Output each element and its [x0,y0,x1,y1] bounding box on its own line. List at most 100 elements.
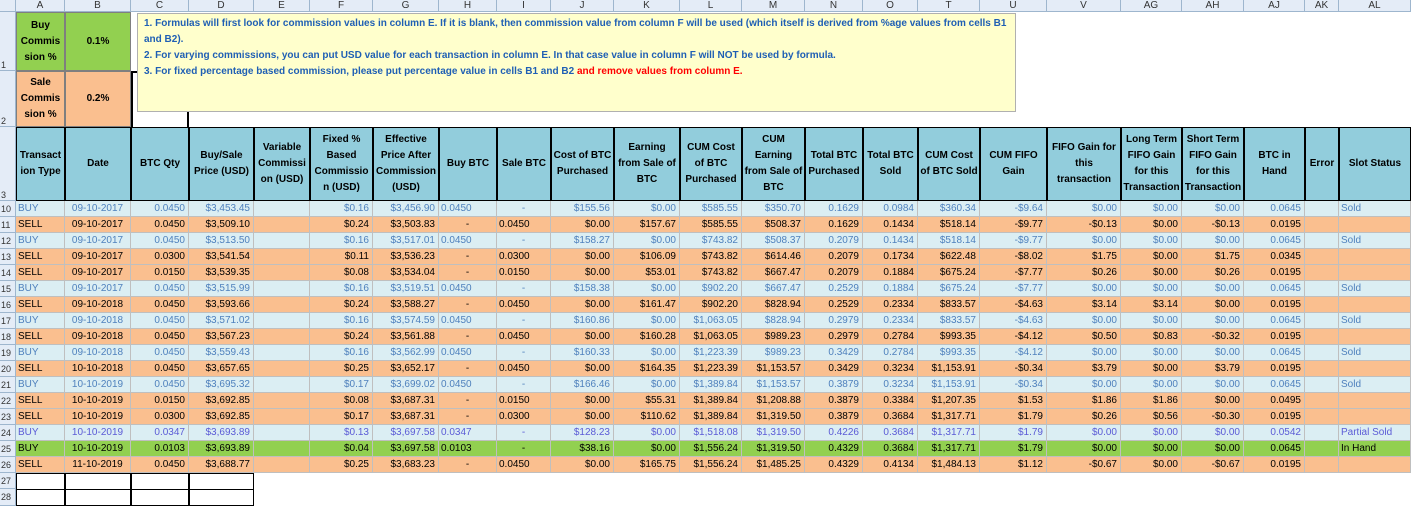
table-cell[interactable]: 0.0195 [1244,409,1305,425]
row-header-28[interactable]: 28 [0,489,16,506]
table-cell[interactable]: 0.0645 [1244,441,1305,457]
table-cell[interactable]: Sold [1339,345,1411,361]
table-cell[interactable]: $3,509.10 [189,217,254,233]
table-cell[interactable]: $0.24 [310,217,373,233]
row-header-20[interactable]: 20 [0,361,16,377]
column-header-AH[interactable]: AH [1182,0,1244,12]
table-cell[interactable]: 0.0450 [131,281,189,297]
table-cell[interactable] [1305,457,1339,473]
table-header-10[interactable]: Earning from Sale of BTC [614,127,680,201]
table-cell[interactable]: -$0.34 [980,377,1047,393]
empty-cell[interactable] [189,473,254,490]
table-cell[interactable]: $3,515.99 [189,281,254,297]
table-cell[interactable] [254,233,310,249]
table-cell[interactable]: 0.0450 [497,217,551,233]
table-header-6[interactable]: Effective Price After Commission (USD) [373,127,439,201]
table-cell[interactable]: 0.3879 [805,393,863,409]
table-cell[interactable]: $1,556.24 [680,441,742,457]
table-cell[interactable]: $622.48 [918,249,980,265]
table-cell[interactable]: 0.0347 [131,425,189,441]
row-header-25[interactable]: 25 [0,441,16,457]
table-cell[interactable]: - [497,233,551,249]
table-cell[interactable]: 0.2529 [805,281,863,297]
table-cell[interactable]: $3,571.02 [189,313,254,329]
table-cell[interactable] [1339,265,1411,281]
table-header-3[interactable]: Buy/Sale Price (USD) [189,127,254,201]
table-cell[interactable]: $3,693.89 [189,441,254,457]
table-cell[interactable]: 09-10-2017 [65,281,131,297]
table-cell[interactable]: $1,153.91 [918,377,980,393]
table-cell[interactable]: $3,541.54 [189,249,254,265]
table-cell[interactable]: $667.47 [742,265,805,281]
table-cell[interactable]: 0.3234 [863,377,918,393]
table-cell[interactable]: 0.3879 [805,377,863,393]
table-cell[interactable]: $1.75 [1047,249,1121,265]
sale-commission-value[interactable]: 0.2% [65,71,131,127]
table-cell[interactable]: 10-10-2019 [65,425,131,441]
table-cell[interactable]: 0.0984 [863,201,918,217]
table-cell[interactable]: 0.0103 [131,441,189,457]
table-cell[interactable]: $0.00 [1121,441,1182,457]
table-cell[interactable]: 0.0450 [131,457,189,473]
column-header-AL[interactable]: AL [1339,0,1411,12]
table-cell[interactable]: $0.08 [310,265,373,281]
table-cell[interactable]: $3,695.32 [189,377,254,393]
table-cell[interactable]: $3,693.89 [189,425,254,441]
table-cell[interactable]: $0.00 [614,377,680,393]
table-cell[interactable]: $0.08 [310,393,373,409]
table-cell[interactable]: 0.0450 [439,377,497,393]
table-cell[interactable]: -$9.77 [980,233,1047,249]
column-header-T[interactable]: T [918,0,980,12]
table-cell[interactable]: $3,652.17 [373,361,439,377]
table-cell[interactable]: 0.0450 [439,233,497,249]
table-cell[interactable]: $0.00 [1121,377,1182,393]
table-cell[interactable]: $53.01 [614,265,680,281]
table-cell[interactable]: $1,317.71 [918,409,980,425]
table-cell[interactable]: 0.0645 [1244,313,1305,329]
table-header-8[interactable]: Sale BTC [497,127,551,201]
table-cell[interactable]: $0.00 [1182,377,1244,393]
table-cell[interactable]: $0.11 [310,249,373,265]
table-cell[interactable]: -$0.67 [1182,457,1244,473]
table-cell[interactable]: $0.00 [1121,361,1182,377]
table-cell[interactable]: - [439,217,497,233]
table-cell[interactable]: $3,456.90 [373,201,439,217]
table-cell[interactable]: $3,687.31 [373,393,439,409]
column-header-F[interactable]: F [310,0,373,12]
table-header-19[interactable]: Short Term FIFO Gain for this Transactio… [1182,127,1244,201]
row-header-27[interactable]: 27 [0,473,16,489]
table-cell[interactable]: $3.14 [1047,297,1121,313]
table-cell[interactable]: 0.3384 [863,393,918,409]
column-header-O[interactable]: O [863,0,918,12]
table-cell[interactable]: $3,657.65 [189,361,254,377]
table-cell[interactable]: 0.4226 [805,425,863,441]
table-cell[interactable]: $1,207.35 [918,393,980,409]
table-cell[interactable]: 0.0450 [439,281,497,297]
table-cell[interactable]: 0.0645 [1244,345,1305,361]
table-cell[interactable]: $0.24 [310,329,373,345]
table-cell[interactable]: 0.0450 [497,329,551,345]
table-cell[interactable]: $0.16 [310,313,373,329]
table-cell[interactable]: $3,574.59 [373,313,439,329]
column-header-AG[interactable]: AG [1121,0,1182,12]
table-cell[interactable]: $1,319.50 [742,441,805,457]
table-cell[interactable]: $743.82 [680,249,742,265]
table-cell[interactable]: $0.00 [1047,313,1121,329]
table-cell[interactable]: $0.83 [1121,329,1182,345]
table-cell[interactable]: 0.3684 [863,425,918,441]
table-cell[interactable]: SELL [16,297,65,313]
row-header-24[interactable]: 24 [0,425,16,441]
table-cell[interactable]: 0.0450 [131,345,189,361]
table-header-9[interactable]: Cost of BTC Purchased [551,127,614,201]
column-header-N[interactable]: N [805,0,863,12]
table-cell[interactable]: Partial Sold [1339,425,1411,441]
column-header-V[interactable]: V [1047,0,1121,12]
table-cell[interactable]: 0.3234 [863,361,918,377]
table-cell[interactable] [1305,329,1339,345]
table-cell[interactable]: 0.0450 [131,217,189,233]
table-cell[interactable]: $0.00 [614,313,680,329]
table-cell[interactable]: $3,697.58 [373,425,439,441]
table-cell[interactable]: Sold [1339,281,1411,297]
table-cell[interactable]: $667.47 [742,281,805,297]
table-cell[interactable]: 0.0347 [439,425,497,441]
